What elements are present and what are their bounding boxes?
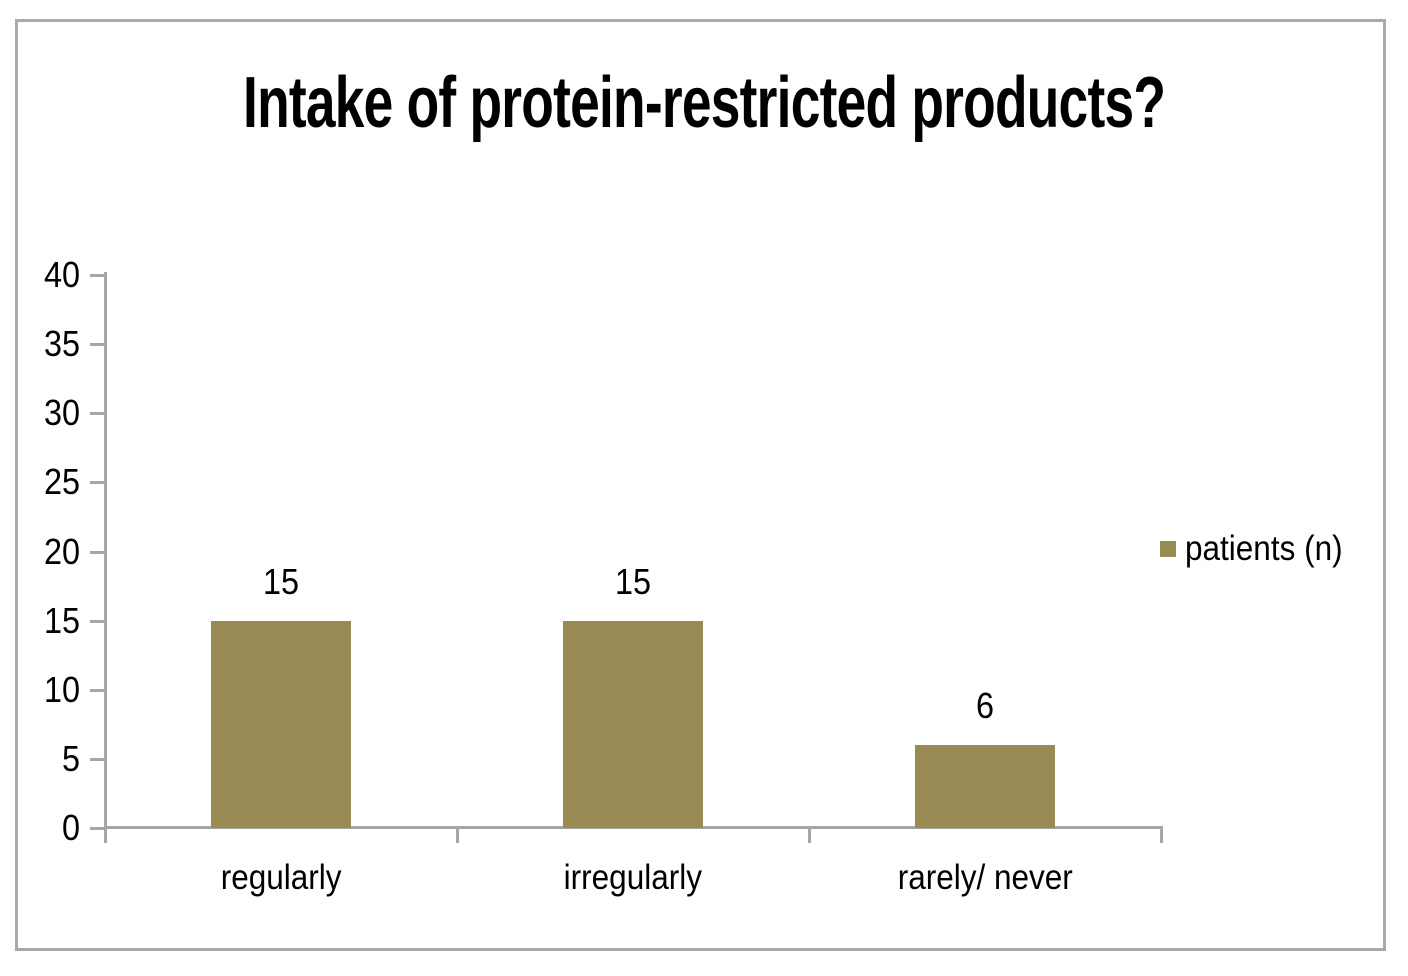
label-text: 30 [43, 392, 80, 434]
x-axis-tick [807, 827, 811, 843]
label-text: 25 [43, 461, 80, 503]
label-text: 15 [262, 560, 300, 602]
label-text: 6 [975, 685, 995, 727]
legend-label: patients (n) [1185, 529, 1343, 568]
label-text: 15 [43, 599, 80, 641]
category-label: regularly [105, 858, 457, 898]
y-axis-tick [90, 274, 105, 277]
x-axis-tick [1159, 827, 1163, 843]
legend: patients (n) [1160, 531, 1360, 567]
category-label: rarely/ never [809, 858, 1161, 898]
data-label: 15 [221, 560, 341, 602]
label-text: 20 [43, 530, 80, 572]
y-axis-tick-label: 0 [6, 810, 80, 846]
category-label: irregularly [457, 858, 809, 898]
y-axis-tick [90, 412, 105, 416]
label-text: 10 [43, 668, 80, 710]
y-axis-tick-label: 30 [6, 395, 80, 431]
label-text: 5 [61, 737, 80, 779]
y-axis-tick [90, 757, 105, 761]
y-axis-tick-label: 40 [6, 257, 80, 293]
y-axis-tick [90, 481, 105, 485]
y-axis-tick-label: 20 [6, 530, 80, 572]
y-axis-tick-label: 15 [6, 599, 80, 641]
label-text: regularly [220, 858, 342, 897]
chart-title-text: Intake of protein-restricted products? [242, 63, 1166, 143]
y-axis-tick [90, 827, 105, 830]
bar [563, 620, 703, 828]
y-axis-tick [90, 550, 105, 554]
y-axis-tick-label: 25 [6, 464, 80, 500]
label-text: 0 [61, 807, 80, 848]
label-text: 15 [614, 560, 652, 602]
label-text: 40 [43, 254, 80, 295]
bar [211, 620, 351, 828]
label-text: 35 [43, 323, 80, 365]
label-text: irregularly [563, 858, 703, 897]
label-text: rarely/ never [897, 858, 1073, 897]
y-axis-line [104, 272, 107, 829]
chart-title: Intake of protein-restricted products? [0, 67, 1408, 139]
y-axis-tick-label: 10 [6, 668, 80, 710]
y-axis-tick-label: 35 [6, 326, 80, 362]
y-axis-tick [90, 688, 105, 692]
bar [915, 745, 1055, 828]
y-axis-tick [90, 343, 105, 347]
data-label: 6 [925, 688, 1045, 724]
x-axis-tick [455, 827, 459, 843]
y-axis-tick [90, 619, 105, 623]
x-axis-tick [103, 827, 107, 843]
data-label: 15 [573, 560, 693, 602]
legend-swatch [1160, 541, 1176, 557]
y-axis-tick-label: 5 [6, 737, 80, 779]
